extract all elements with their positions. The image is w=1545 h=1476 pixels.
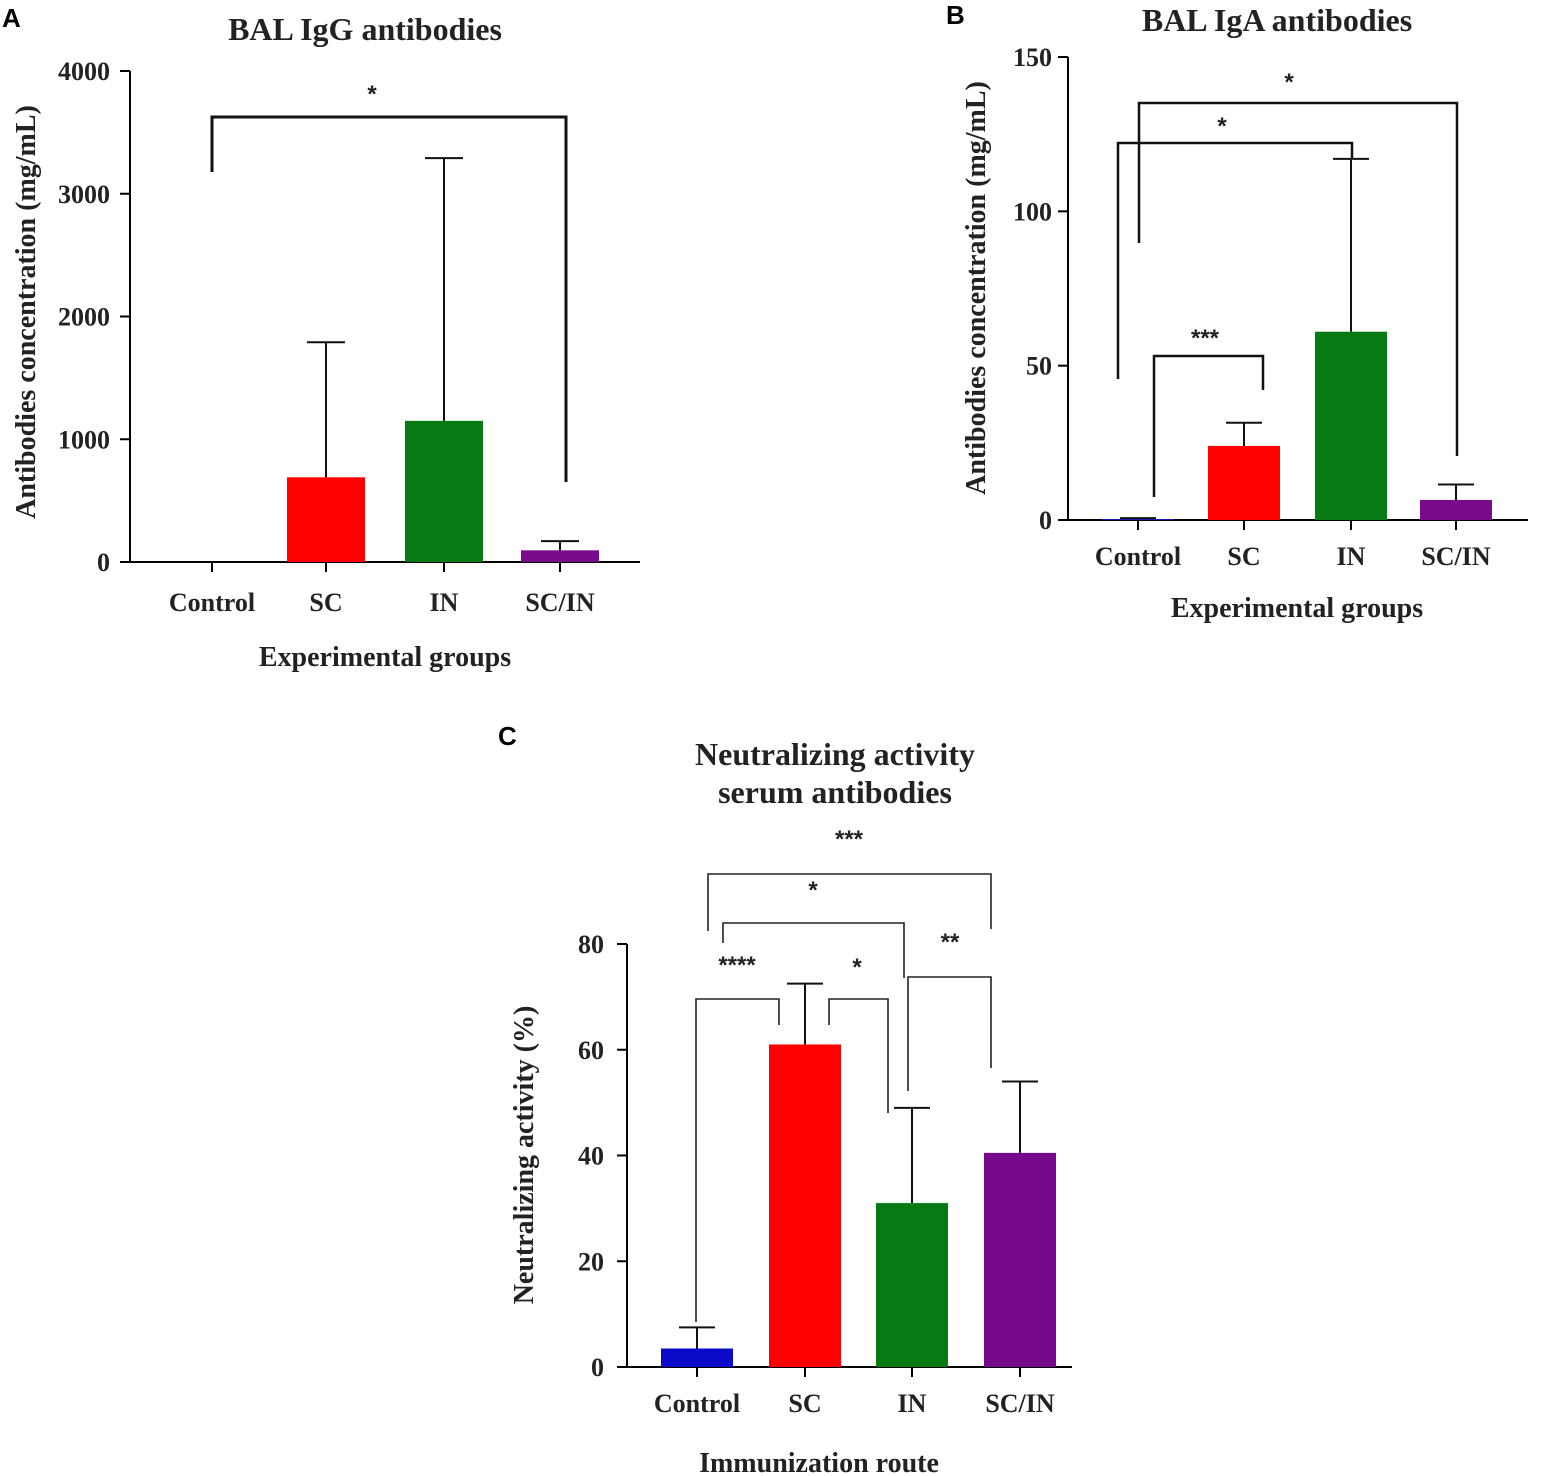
x-ticks: Control SC IN SC/IN (654, 1367, 1055, 1418)
error-bars (307, 157, 579, 551)
bars (661, 1044, 1056, 1367)
y-axis-label: Neutralizing activity (%) (509, 1006, 540, 1305)
significance-brackets: * (210, 81, 568, 482)
significance-label: * (1217, 113, 1227, 140)
panel-b-chart: B BAL IgA antibodies Antibodies concentr… (946, 0, 1528, 624)
bar-sc (769, 1044, 841, 1367)
significance-brackets: **** * ** * *** (695, 826, 992, 1322)
bars (1102, 331, 1492, 520)
x-tick-label: Control (169, 588, 255, 617)
chart-title-line-1: Neutralizing activity (695, 736, 975, 772)
x-tick-label: IN (1337, 542, 1366, 571)
bracket-control-scin (707, 873, 992, 931)
x-tick-label: SC/IN (525, 588, 595, 617)
x-axis-label: Experimental groups (259, 642, 511, 673)
y-tick-label: 40 (578, 1142, 604, 1171)
significance-label: **** (718, 952, 756, 979)
x-tick-label: SC/IN (1421, 542, 1491, 571)
y-tick-label: 50 (1026, 352, 1052, 381)
y-tick-label: 0 (1039, 506, 1052, 535)
y-ticks: 0 1000 2000 3000 4000 (58, 57, 130, 577)
panel-a-chart: A BAL IgG antibodies Antibodies concentr… (2, 3, 640, 673)
y-tick-label: 0 (591, 1353, 604, 1382)
panel-letter-a: A (2, 3, 21, 33)
bar-in (1315, 331, 1387, 520)
significance-brackets: *** * * (1116, 69, 1459, 497)
y-tick-label: 0 (97, 548, 110, 577)
bar-sc-in (1420, 499, 1492, 520)
bar-in (405, 420, 483, 562)
bar-sc-in (521, 550, 599, 562)
significance-label: * (1284, 69, 1294, 96)
panel-c-chart: C Neutralizing activity serum antibodies… (498, 721, 1072, 1476)
bracket-sc-scin (722, 922, 905, 978)
x-axis-label: Experimental groups (1171, 593, 1423, 624)
error-bars (1120, 157, 1474, 520)
x-ticks: Control SC IN SC/IN (1095, 520, 1491, 571)
bar-sc-in (984, 1152, 1056, 1367)
y-axis-label: Antibodies concentration (mg/mL) (961, 81, 992, 495)
significance-label: *** (835, 826, 864, 853)
significance-label: ** (941, 929, 960, 956)
y-tick-label: 3000 (58, 180, 110, 209)
significance-label: * (808, 877, 818, 904)
significance-label: * (852, 954, 862, 981)
y-tick-label: 100 (1013, 197, 1052, 226)
y-tick-label: 1000 (58, 425, 110, 454)
x-ticks: Control SC IN SC/IN (169, 562, 595, 617)
bracket-control-scin (210, 115, 568, 482)
bracket-control-scin (1137, 101, 1459, 456)
bracket-in-scin (907, 976, 992, 1091)
x-tick-label: SC (1227, 542, 1260, 571)
bar-sc (287, 477, 365, 562)
chart-title: BAL IgG antibodies (228, 11, 502, 47)
bars (287, 420, 599, 562)
x-tick-label: SC (309, 588, 342, 617)
bracket-control-sc (695, 998, 780, 1322)
x-tick-label: Control (1095, 542, 1181, 571)
x-tick-label: SC (788, 1389, 821, 1418)
bracket-control-sc (1152, 354, 1265, 497)
y-tick-label: 20 (578, 1247, 604, 1276)
error-bars (679, 982, 1038, 1349)
x-tick-label: SC/IN (985, 1389, 1055, 1418)
bar-control (661, 1348, 733, 1367)
significance-label: *** (1191, 325, 1220, 352)
x-tick-label: Control (654, 1389, 740, 1418)
bar-sc (1208, 445, 1280, 520)
chart-title-line-2: serum antibodies (718, 774, 952, 810)
significance-label: * (367, 81, 377, 108)
x-tick-label: IN (430, 588, 459, 617)
bracket-control-in (1116, 141, 1354, 379)
y-tick-label: 4000 (58, 57, 110, 86)
y-ticks: 0 20 40 60 80 (578, 930, 627, 1382)
bar-control (1102, 519, 1174, 520)
y-tick-label: 80 (578, 930, 604, 959)
x-tick-label: IN (898, 1389, 927, 1418)
y-tick-label: 2000 (58, 303, 110, 332)
panel-letter-c: C (498, 721, 517, 751)
bar-in (876, 1203, 948, 1367)
bracket-sc-in (828, 998, 889, 1113)
y-tick-label: 150 (1013, 43, 1052, 72)
x-axis-label: Immunization route (699, 1448, 939, 1476)
chart-title: BAL IgA antibodies (1142, 2, 1412, 38)
panel-letter-b: B (946, 0, 965, 30)
y-axis-label: Antibodies concentration (mg/mL) (11, 105, 42, 519)
y-ticks: 0 50 100 150 (1013, 43, 1068, 535)
y-tick-label: 60 (578, 1036, 604, 1065)
